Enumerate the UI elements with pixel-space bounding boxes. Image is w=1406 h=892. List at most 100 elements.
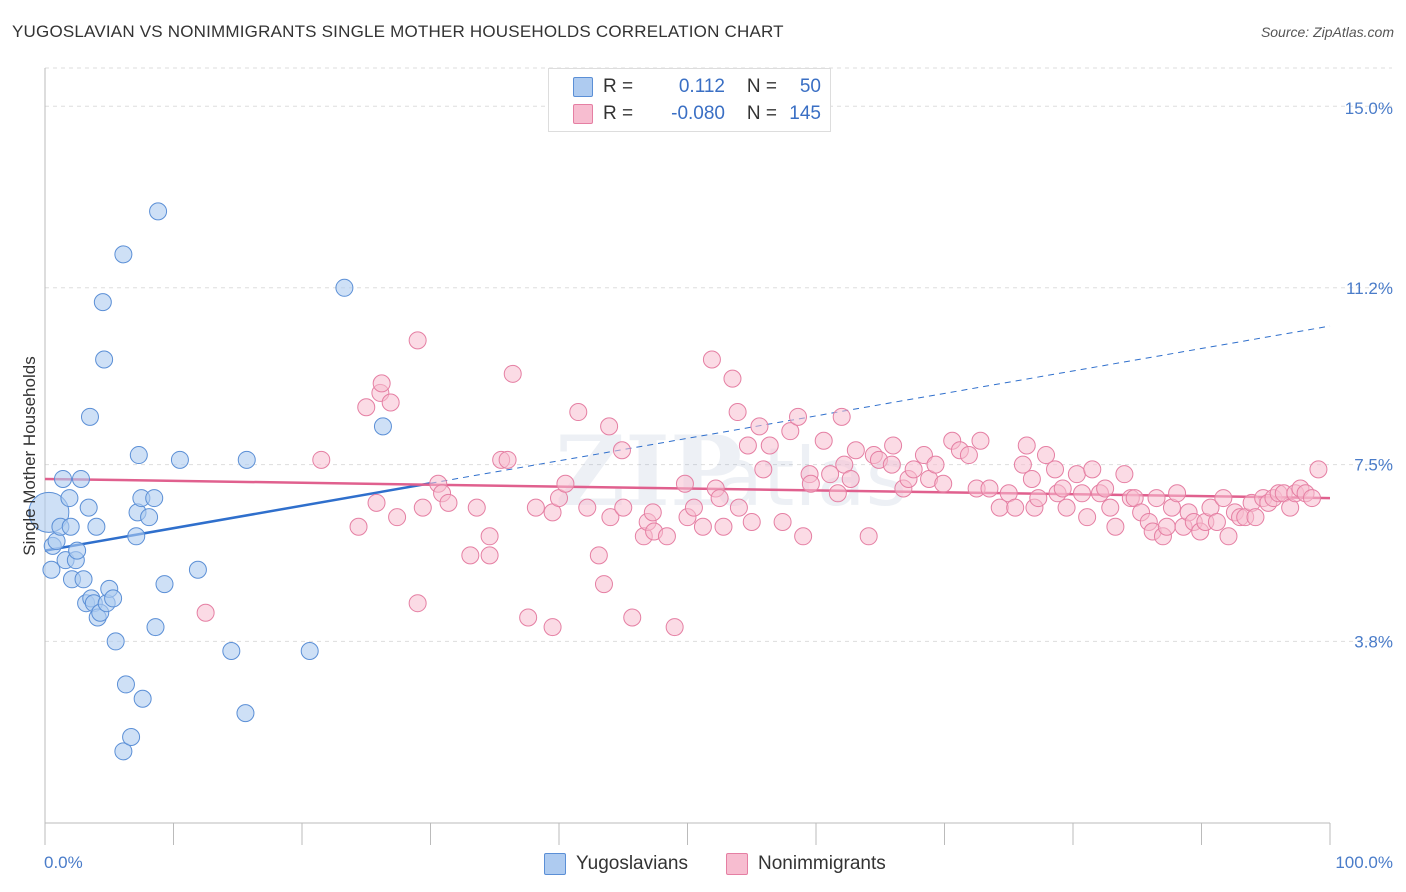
y-axis-title: Single Mother Households <box>20 356 39 555</box>
point-nonimmigrants <box>702 350 721 369</box>
point-nonimmigrants <box>413 498 432 517</box>
point-nonimmigrants <box>600 417 619 436</box>
legend-item-nonimmigrants: Nonimmigrants <box>726 852 886 876</box>
point-yugoslavians <box>300 641 319 660</box>
point-nonimmigrants <box>1246 508 1265 527</box>
point-nonimmigrants <box>926 455 945 474</box>
point-yugoslavians <box>170 450 189 469</box>
point-nonimmigrants <box>519 608 538 627</box>
point-nonimmigrants <box>934 474 953 493</box>
point-nonimmigrants <box>381 393 400 412</box>
point-nonimmigrants <box>1083 460 1102 479</box>
point-nonimmigrants <box>526 498 545 517</box>
point-nonimmigrants <box>408 594 427 613</box>
point-nonimmigrants <box>467 498 486 517</box>
point-yugoslavians <box>116 675 135 694</box>
point-nonimmigrants <box>904 460 923 479</box>
point-nonimmigrants <box>372 374 391 393</box>
point-nonimmigrants <box>675 474 694 493</box>
point-nonimmigrants <box>1046 460 1065 479</box>
point-nonimmigrants <box>498 450 517 469</box>
point-nonimmigrants <box>1106 517 1125 536</box>
point-nonimmigrants <box>1147 489 1166 508</box>
y-tick-label: 7.5% <box>1354 456 1393 475</box>
legend-label-yugoslavians: Yugoslavians <box>576 853 688 874</box>
point-nonimmigrants <box>1219 527 1238 546</box>
point-nonimmigrants <box>657 527 676 546</box>
series-yugoslavians <box>28 202 392 761</box>
trendline-yugoslavians <box>44 482 431 552</box>
x-tick-label: 0.0% <box>44 853 83 872</box>
point-nonimmigrants <box>601 508 620 527</box>
point-nonimmigrants <box>750 417 769 436</box>
point-nonimmigrants <box>1168 484 1187 503</box>
point-nonimmigrants <box>846 441 865 460</box>
point-yugoslavians <box>122 727 141 746</box>
n-value: 50 <box>799 76 821 97</box>
point-yugoslavians <box>42 560 61 579</box>
swatch-yugoslavians <box>573 77 593 97</box>
point-nonimmigrants <box>742 512 761 531</box>
legend-row-yugoslavians: R = 0.112 N = 50 <box>573 76 821 98</box>
point-nonimmigrants <box>684 498 703 517</box>
y-tick-label: 15.0% <box>1345 99 1393 118</box>
point-nonimmigrants <box>503 364 522 383</box>
point-nonimmigrants <box>1053 479 1072 498</box>
tick-labels: 3.8% 7.5% 11.2% 15.0% 0.0% 100.0% <box>44 99 1393 872</box>
point-nonimmigrants <box>556 474 575 493</box>
point-nonimmigrants <box>801 474 820 493</box>
point-nonimmigrants <box>821 465 840 484</box>
point-nonimmigrants <box>1207 512 1226 531</box>
point-yugoslavians <box>149 202 168 221</box>
series-nonimmigrants <box>196 331 1328 637</box>
point-nonimmigrants <box>1022 469 1041 488</box>
point-nonimmigrants <box>1309 460 1328 479</box>
point-nonimmigrants <box>569 403 588 422</box>
point-nonimmigrants <box>1072 484 1091 503</box>
point-yugoslavians <box>61 517 80 536</box>
point-nonimmigrants <box>612 441 631 460</box>
point-nonimmigrants <box>828 484 847 503</box>
point-nonimmigrants <box>1101 498 1120 517</box>
point-nonimmigrants <box>773 512 792 531</box>
n-label: N = <box>746 76 777 97</box>
point-nonimmigrants <box>578 498 597 517</box>
point-nonimmigrants <box>914 446 933 465</box>
point-yugoslavians <box>93 293 112 312</box>
point-yugoslavians <box>140 508 159 527</box>
point-nonimmigrants <box>480 546 499 565</box>
point-yugoslavians <box>106 632 125 651</box>
point-nonimmigrants <box>1057 498 1076 517</box>
point-yugoslavians <box>133 689 152 708</box>
point-nonimmigrants <box>814 431 833 450</box>
point-nonimmigrants <box>349 517 368 536</box>
point-nonimmigrants <box>693 517 712 536</box>
point-nonimmigrants <box>794 527 813 546</box>
legend-label-nonimmigrants: Nonimmigrants <box>758 853 886 874</box>
point-nonimmigrants <box>367 493 386 512</box>
point-nonimmigrants <box>714 517 733 536</box>
swatch-nonimmigrants <box>573 104 593 124</box>
point-nonimmigrants <box>832 407 851 426</box>
point-yugoslavians <box>127 527 146 546</box>
point-nonimmigrants <box>589 546 608 565</box>
point-yugoslavians <box>146 618 165 637</box>
point-yugoslavians <box>79 498 98 517</box>
point-nonimmigrants <box>1037 446 1056 465</box>
legend-row-nonimmigrants: R = -0.080 N = 145 <box>573 103 821 125</box>
point-yugoslavians <box>87 517 106 536</box>
swatch-yugoslavians <box>544 853 566 875</box>
point-yugoslavians <box>155 575 174 594</box>
point-nonimmigrants <box>665 618 684 637</box>
stats-legend: R = 0.112 N = 50 R = -0.080 N = 145 <box>548 68 831 132</box>
point-nonimmigrants <box>1017 436 1036 455</box>
point-nonimmigrants <box>754 460 773 479</box>
point-nonimmigrants <box>1157 517 1176 536</box>
point-nonimmigrants <box>196 603 215 622</box>
point-nonimmigrants <box>789 407 808 426</box>
point-nonimmigrants <box>357 398 376 417</box>
point-nonimmigrants <box>1006 498 1025 517</box>
r-value: -0.080 <box>671 103 725 124</box>
point-nonimmigrants <box>594 575 613 594</box>
